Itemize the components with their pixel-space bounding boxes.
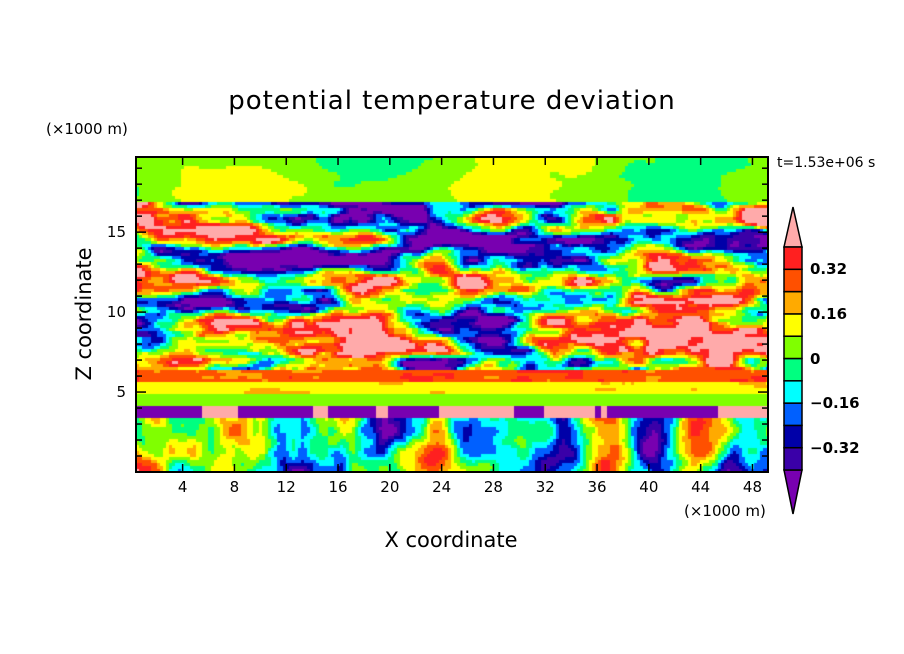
x-tick-label: 12 bbox=[276, 478, 296, 496]
x-tick-label: 24 bbox=[432, 478, 452, 496]
x-tick-label: 16 bbox=[328, 478, 348, 496]
y-axis-unit: (×1000 m) bbox=[46, 120, 128, 138]
colorbar-box bbox=[783, 380, 803, 404]
x-tick-label: 40 bbox=[639, 478, 659, 496]
x-tick-label: 48 bbox=[742, 478, 762, 496]
colorbar-label: −0.32 bbox=[810, 438, 860, 457]
x-tick-label: 20 bbox=[380, 478, 400, 496]
colorbar-box bbox=[783, 446, 803, 471]
y-tick-label: 10 bbox=[106, 303, 126, 322]
x-tick-label: 28 bbox=[483, 478, 503, 496]
colorbar-box bbox=[783, 335, 803, 360]
colorbar-box bbox=[783, 357, 803, 382]
contour-field bbox=[136, 157, 768, 472]
colorbar-label: 0 bbox=[810, 349, 821, 368]
colorbar-label: 0.32 bbox=[810, 260, 848, 279]
x-axis-label: X coordinate bbox=[0, 528, 904, 552]
time-label: t=1.53e+06 s bbox=[777, 155, 876, 171]
x-tick-label: 32 bbox=[535, 478, 555, 496]
colorbar-box bbox=[783, 268, 803, 293]
x-tick-label: 4 bbox=[177, 478, 188, 496]
x-axis-unit: (×1000 m) bbox=[684, 502, 766, 520]
y-tick-label: 15 bbox=[106, 223, 126, 242]
y-tick-label: 5 bbox=[116, 383, 126, 402]
colorbar-box bbox=[783, 290, 803, 315]
plot-frame bbox=[135, 156, 769, 473]
x-tick-label: 8 bbox=[229, 478, 240, 496]
x-tick-label: 44 bbox=[691, 478, 711, 496]
colorbar-box bbox=[783, 424, 803, 449]
colorbar-over-triangle bbox=[783, 206, 803, 248]
x-axis-label-text: X coordinate bbox=[384, 528, 518, 552]
colorbar-box bbox=[783, 313, 803, 337]
colorbar-box bbox=[783, 402, 803, 427]
chart-title: potential temperature deviation bbox=[228, 86, 676, 116]
x-tick-label: 36 bbox=[587, 478, 607, 496]
colorbar-under-triangle bbox=[783, 469, 803, 515]
colorbar-box bbox=[783, 246, 803, 271]
colorbar-label: −0.16 bbox=[810, 394, 860, 413]
colorbar-label: 0.16 bbox=[810, 304, 848, 323]
